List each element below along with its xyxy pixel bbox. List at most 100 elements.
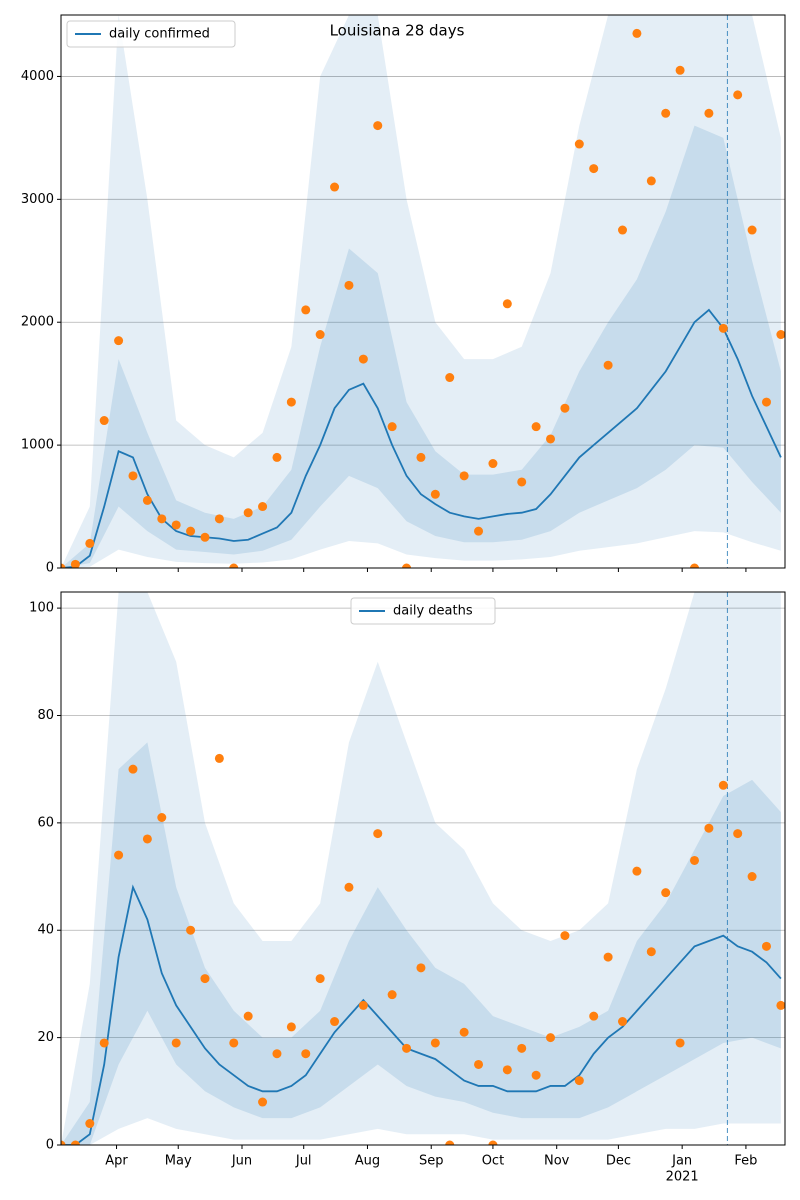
data-point xyxy=(286,397,296,407)
data-point xyxy=(704,108,714,118)
data-point xyxy=(618,225,628,235)
data-point xyxy=(661,888,671,898)
band xyxy=(61,15,781,568)
data-point xyxy=(70,1140,80,1145)
data-point xyxy=(301,1049,311,1059)
data-point xyxy=(99,416,109,426)
data-point xyxy=(733,829,743,839)
data-point xyxy=(603,952,613,962)
x-tick-label: Apr xyxy=(105,1154,128,1169)
data-point xyxy=(776,330,785,340)
data-point xyxy=(286,1022,296,1032)
data-point xyxy=(761,941,771,951)
legend-label: daily deaths xyxy=(393,604,473,619)
data-point xyxy=(430,489,440,499)
chart-title: Louisiana 28 days xyxy=(330,22,465,40)
data-point xyxy=(488,459,498,469)
data-point xyxy=(229,1038,239,1048)
data-point xyxy=(474,1059,484,1069)
data-point xyxy=(589,1011,599,1021)
data-point xyxy=(488,1140,498,1145)
data-point xyxy=(690,563,699,568)
data-point xyxy=(344,280,354,290)
data-point xyxy=(531,1070,541,1080)
data-point xyxy=(301,305,311,315)
data-point xyxy=(517,1043,527,1053)
data-point xyxy=(128,471,138,481)
x-tick-label: Nov xyxy=(544,1154,570,1169)
data-point xyxy=(70,559,80,568)
data-point xyxy=(546,434,556,444)
data-point xyxy=(344,882,354,892)
data-point xyxy=(315,974,325,984)
data-point xyxy=(733,90,743,100)
data-point xyxy=(142,834,152,844)
data-point xyxy=(502,299,512,309)
y-tick-label: 100 xyxy=(29,601,54,616)
series-line xyxy=(61,884,782,1145)
data-point xyxy=(128,764,138,774)
data-point xyxy=(646,176,656,186)
data-point xyxy=(171,1038,181,1048)
y-tick-label: 20 xyxy=(37,1030,54,1045)
data-point xyxy=(243,508,253,518)
data-point xyxy=(589,164,599,174)
data-point xyxy=(618,1017,628,1027)
plot-area xyxy=(61,592,785,1145)
plot-area xyxy=(61,15,785,568)
data-point xyxy=(459,471,469,481)
data-point xyxy=(776,1000,785,1010)
data-point xyxy=(387,990,397,1000)
data-point xyxy=(718,780,728,790)
data-point xyxy=(718,323,728,333)
data-point xyxy=(358,354,368,364)
data-point xyxy=(171,520,181,530)
data-point xyxy=(646,947,656,957)
data-point xyxy=(272,1049,282,1059)
y-tick-label: 3000 xyxy=(21,192,54,207)
data-point xyxy=(99,1038,109,1048)
data-point xyxy=(675,1038,685,1048)
axes-frame xyxy=(60,591,786,1146)
x-tick-label: Jul xyxy=(295,1154,312,1169)
x-tick-label: Jun xyxy=(231,1154,252,1169)
x-tick-label: Jan xyxy=(671,1154,692,1169)
data-point xyxy=(416,452,426,462)
y-tick-label: 0 xyxy=(46,561,54,576)
data-point xyxy=(675,65,685,75)
y-tick-label: 0 xyxy=(46,1138,54,1153)
data-point xyxy=(632,866,642,876)
data-point xyxy=(690,855,699,865)
x-tick-label: Aug xyxy=(355,1154,380,1169)
data-point xyxy=(445,1140,455,1145)
data-point xyxy=(531,422,541,432)
data-point xyxy=(603,360,613,370)
y-tick-label: 1000 xyxy=(21,438,54,453)
y-tick-label: 80 xyxy=(37,708,54,723)
data-point xyxy=(416,963,426,973)
data-point xyxy=(243,1011,253,1021)
band xyxy=(61,592,781,1145)
y-tick-label: 4000 xyxy=(21,69,54,84)
data-point xyxy=(517,477,527,487)
series-line xyxy=(61,308,782,568)
data-point xyxy=(61,1140,66,1145)
x-tick-sublabel: 2021 xyxy=(666,1170,699,1185)
y-tick-label: 60 xyxy=(37,815,54,830)
data-point xyxy=(761,397,771,407)
x-tick-label: Feb xyxy=(734,1154,757,1169)
data-point xyxy=(402,563,412,568)
data-point xyxy=(85,538,95,548)
y-tick-label: 2000 xyxy=(21,315,54,330)
data-point xyxy=(387,422,397,432)
data-point xyxy=(459,1027,469,1037)
data-point xyxy=(186,925,196,935)
data-point xyxy=(704,823,714,833)
data-point xyxy=(747,225,757,235)
data-point xyxy=(272,452,282,462)
x-tick-label: May xyxy=(165,1154,192,1169)
data-point xyxy=(445,373,455,383)
x-tick-label: Sep xyxy=(419,1154,444,1169)
